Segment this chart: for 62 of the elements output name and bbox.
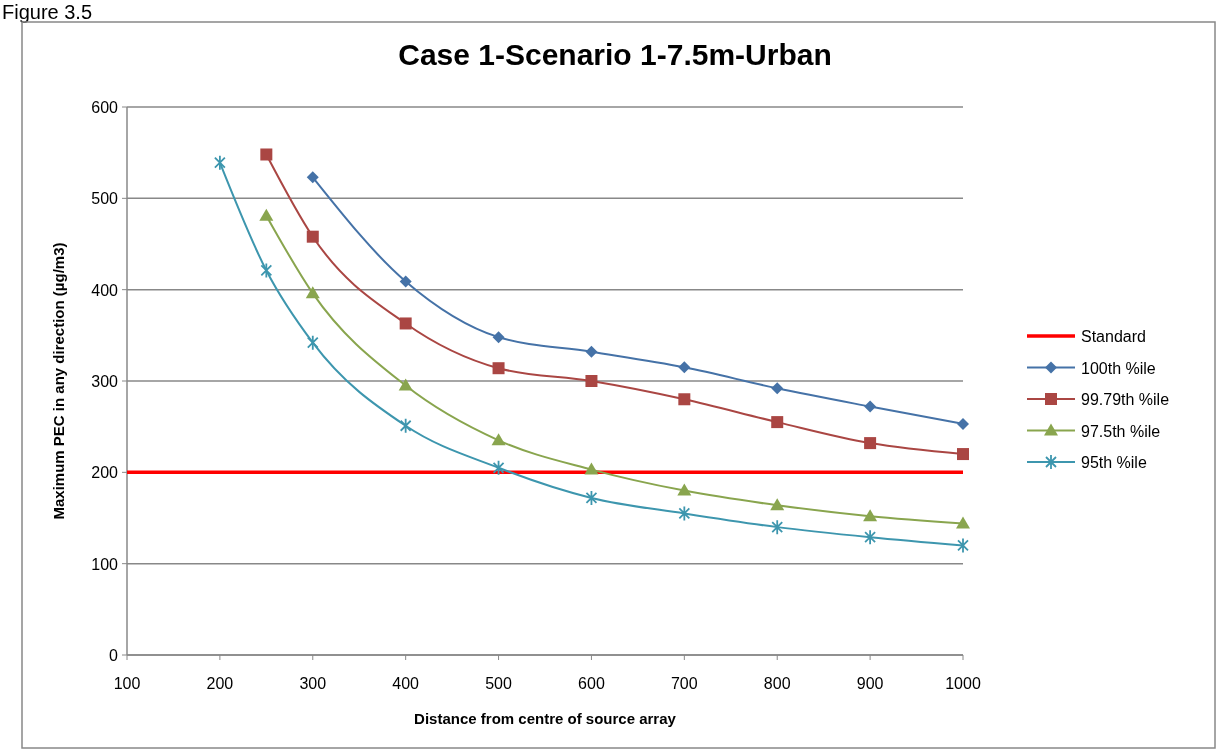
x-tick-label: 200 [206,675,234,692]
x-tick-label: 500 [485,675,512,692]
x-tick-label: 1000 [945,675,981,692]
x-tick-label: 300 [299,675,327,692]
point [213,154,226,171]
point [492,459,505,476]
legend-label: 97.5th %ile [1081,422,1161,440]
x-axis-title: Distance from centre of source array [414,710,677,727]
y-tick-label: 600 [91,99,119,116]
point [491,433,506,446]
point [260,148,273,161]
point [957,417,969,430]
point [306,171,319,184]
y-tick-label: 400 [91,281,119,299]
point [678,393,691,406]
point [306,334,319,351]
point [492,362,505,375]
point [957,448,969,461]
caption: Figure 3.5 [2,1,93,23]
point [677,483,692,496]
x-tick-label: 400 [392,675,420,692]
y-tick-label: 500 [91,190,119,208]
x-tick-label: 600 [578,675,605,692]
point [771,519,784,536]
y-tick-label: 100 [91,555,119,573]
y-tick-label: 0 [109,647,119,664]
legend-label: 99.79th %ile [1081,391,1170,408]
point [259,208,274,221]
point [770,498,785,511]
point [956,516,970,529]
point [957,537,969,554]
point [399,417,412,434]
y-tick-label: 200 [91,464,119,482]
x-tick-label: 900 [856,675,884,692]
point [864,400,877,413]
point [398,378,413,391]
point [771,382,784,395]
point [864,529,877,546]
point [585,375,598,387]
point [678,361,691,374]
point [864,437,877,450]
legend-label: Standard [1081,328,1146,345]
chart-title: Case 1-Scenario 1-7.5m-Urban [398,38,832,71]
point [585,490,598,506]
point [306,230,319,243]
legend-label: 100th %ile [1081,359,1156,377]
point [260,262,273,279]
point [771,416,784,429]
point [492,331,505,344]
point [305,286,320,299]
x-tick-label: 800 [763,675,791,692]
point [584,462,599,475]
point [585,345,598,358]
point [863,509,878,522]
x-tick-label: 100 [113,675,141,692]
x-tick-label: 700 [670,675,698,692]
y-axis-title: Maximum PEC in any direction (µg/m3) [50,242,67,520]
legend-label: 95th %ile [1081,454,1147,471]
point [399,317,412,330]
point [678,505,691,522]
y-tick-label: 300 [91,373,119,390]
point [399,275,412,288]
